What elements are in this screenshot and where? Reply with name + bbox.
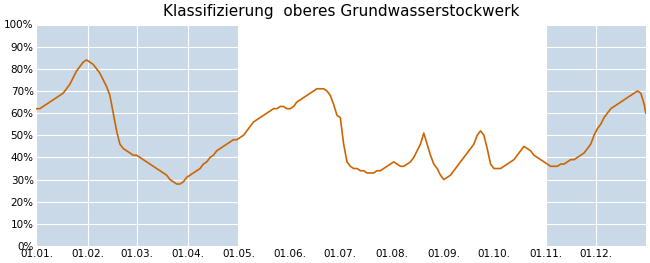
- Bar: [36, 24, 239, 246]
- Title: Klassifizierung  oberes Grundwasserstockwerk: Klassifizierung oberes Grundwasserstockw…: [163, 4, 519, 19]
- Bar: [545, 24, 646, 246]
